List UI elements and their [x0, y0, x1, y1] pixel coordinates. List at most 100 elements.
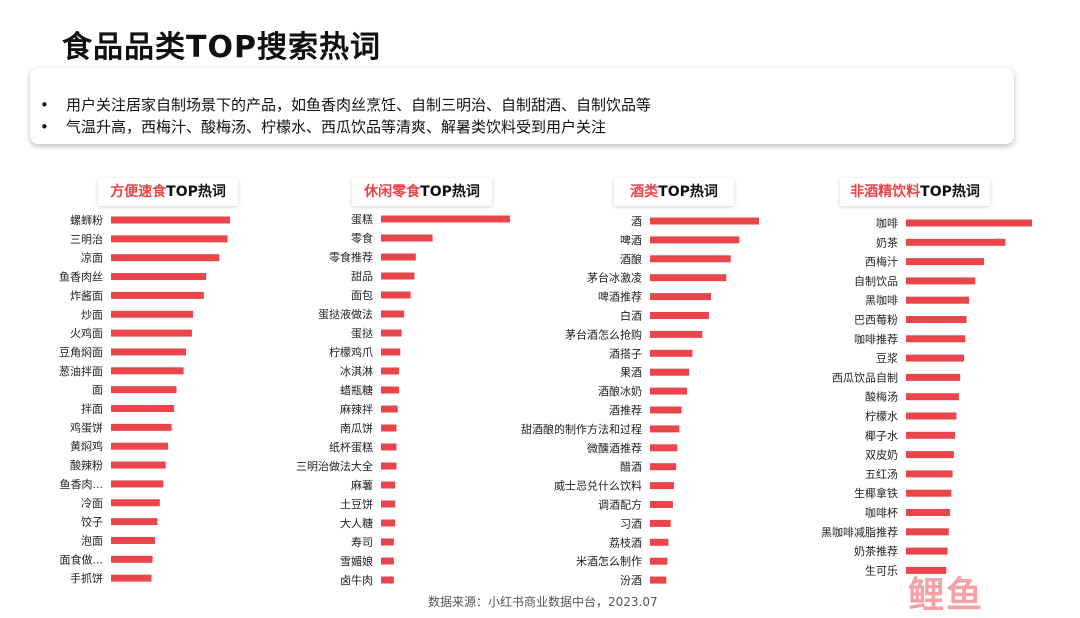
bar-label: 面包 [351, 289, 373, 302]
bar [381, 386, 400, 394]
bar-label: 拌面 [81, 402, 103, 416]
bar [111, 555, 153, 563]
bar [111, 329, 192, 337]
bar [381, 462, 397, 470]
bar-label: 习酒 [620, 517, 642, 530]
bar [906, 393, 959, 401]
bar [111, 348, 186, 356]
bar [906, 528, 949, 536]
bar [906, 431, 956, 439]
chart-title-rest: TOP热词 [166, 184, 226, 200]
bar-label: 醋酒 [620, 460, 642, 474]
bar-label: 微醺酒推荐 [587, 441, 642, 455]
bar [111, 442, 169, 450]
bar-label: 大人糖 [340, 516, 373, 530]
bar [381, 367, 400, 375]
bar-label: 果酒 [620, 366, 642, 379]
bar [906, 219, 1032, 227]
bar-label: 豆角焖面 [59, 345, 103, 359]
bar [381, 348, 401, 356]
bar-label: 柠檬水 [865, 409, 898, 423]
bar [381, 500, 396, 508]
chart-1: 螺蛳粉三明治凉面鱼香肉丝炸酱面炒面火鸡面豆角焖面葱油拌面面拌面鸡蛋饼黄焖鸡酸辣粉… [59, 214, 230, 585]
bar [906, 296, 969, 304]
bar [650, 255, 731, 263]
bar [111, 405, 175, 412]
summary-text-1: 用户关注居家自制场景下的产品，如鱼香肉丝烹饪、自制三明治、自制甜酒、自制饮品等 [66, 96, 652, 114]
bar-label: 南瓜饼 [340, 421, 373, 435]
bar [381, 234, 433, 242]
bar [111, 499, 160, 507]
chart-3: 酒啤酒酒酿茅台冰激凌啤酒推荐白酒茅台酒怎么抢购酒搭子果酒酒酿冰奶酒推荐甜酒酿的制… [521, 215, 759, 587]
bar [906, 412, 957, 420]
bar-label: 豆浆 [876, 351, 898, 365]
bar-label: 螺蛳粉 [70, 214, 103, 227]
bar [381, 424, 397, 432]
bar [650, 387, 688, 395]
bullet-marker: • [40, 118, 49, 136]
bar-label: 冰淇淋 [340, 365, 373, 378]
bar-label: 麻薯 [351, 478, 373, 492]
bar-label: 面食做... [60, 552, 104, 566]
bar-label: 酸辣粉 [70, 458, 103, 472]
bar [111, 536, 155, 544]
chart-title-rest: TOP热词 [420, 184, 480, 200]
bar-label: 奶茶 [876, 235, 898, 249]
bar-label: 鱼香肉... [60, 477, 104, 491]
bar [650, 576, 667, 584]
bar [650, 519, 671, 527]
chart-title-highlight: 休闲零食 [364, 184, 421, 200]
bar-label: 啤酒 [620, 233, 642, 247]
bar-label: 双皮奶 [865, 448, 898, 462]
bar-label: 酒搭子 [609, 347, 642, 360]
bar [111, 423, 172, 431]
bar-label: 生可乐 [865, 563, 898, 577]
bar-label: 冷面 [81, 497, 103, 510]
bar [906, 277, 976, 285]
chart-title-rest: TOP热词 [658, 184, 718, 200]
bar [111, 310, 194, 318]
bar-label: 西瓜饮品自制 [832, 371, 898, 384]
bar-label: 自制饮品 [854, 275, 898, 288]
bar-label: 生椰拿铁 [854, 486, 898, 500]
bar [650, 349, 693, 357]
bar-label: 椰子水 [865, 428, 898, 442]
bar-label: 火鸡面 [70, 326, 103, 340]
bar [650, 444, 678, 452]
chart-title-highlight: 非酒精饮料 [850, 184, 921, 200]
bar [650, 293, 711, 301]
bar [111, 461, 166, 469]
chart-2: 蛋糕零食零食推荐甜品面包蛋挞液做法蛋挞柠檬鸡爪冰淇淋蜡瓶糖麻辣拌南瓜饼纸杯蛋糕三… [296, 212, 510, 587]
bar-label: 奶茶推荐 [854, 544, 898, 558]
brand-logo: 鲤鱼 [908, 575, 985, 616]
summary-text-2: 气温升高，西梅汁、酸梅汤、柠檬水、西瓜饮品等清爽、解暑类饮料受到用户关注 [66, 118, 607, 136]
page-title: 食品品类TOP搜索热词 [62, 30, 381, 65]
chart-title-snacks: 休闲零食TOP热词 [352, 178, 492, 206]
bar-label: 纸杯蛋糕 [329, 440, 373, 454]
bar [381, 481, 396, 489]
bar [381, 576, 394, 584]
bar [111, 254, 220, 262]
chart-title-rest: TOP热词 [920, 184, 980, 200]
bar-label: 米酒怎么制作 [576, 554, 642, 568]
summary-bullet-1: • 用户关注居家自制场景下的产品，如鱼香肉丝烹饪、自制三明治、自制甜酒、自制饮品等 [40, 94, 651, 115]
bar [650, 482, 674, 490]
bar-label: 土豆饼 [340, 497, 373, 511]
bar-label: 鱼香肉丝 [59, 270, 103, 284]
bar-label: 酒酿冰奶 [598, 384, 642, 398]
bar-label: 茅台冰激凌 [587, 271, 642, 285]
bar-label: 泡面 [81, 533, 103, 547]
bar [381, 557, 394, 565]
bar [906, 566, 947, 574]
bar-label: 蜡瓶糖 [340, 383, 373, 397]
bar [906, 470, 953, 478]
bar [381, 253, 416, 261]
bar-label: 蛋挞 [351, 326, 373, 340]
bar-label: 饺子 [81, 515, 103, 529]
chart-title-instant-food: 方便速食TOP热词 [98, 178, 238, 206]
bar [906, 354, 964, 362]
bar-label: 柠檬鸡爪 [329, 345, 373, 359]
bar [650, 557, 668, 565]
bar-label: 啤酒推荐 [598, 290, 642, 304]
bar [650, 406, 682, 414]
